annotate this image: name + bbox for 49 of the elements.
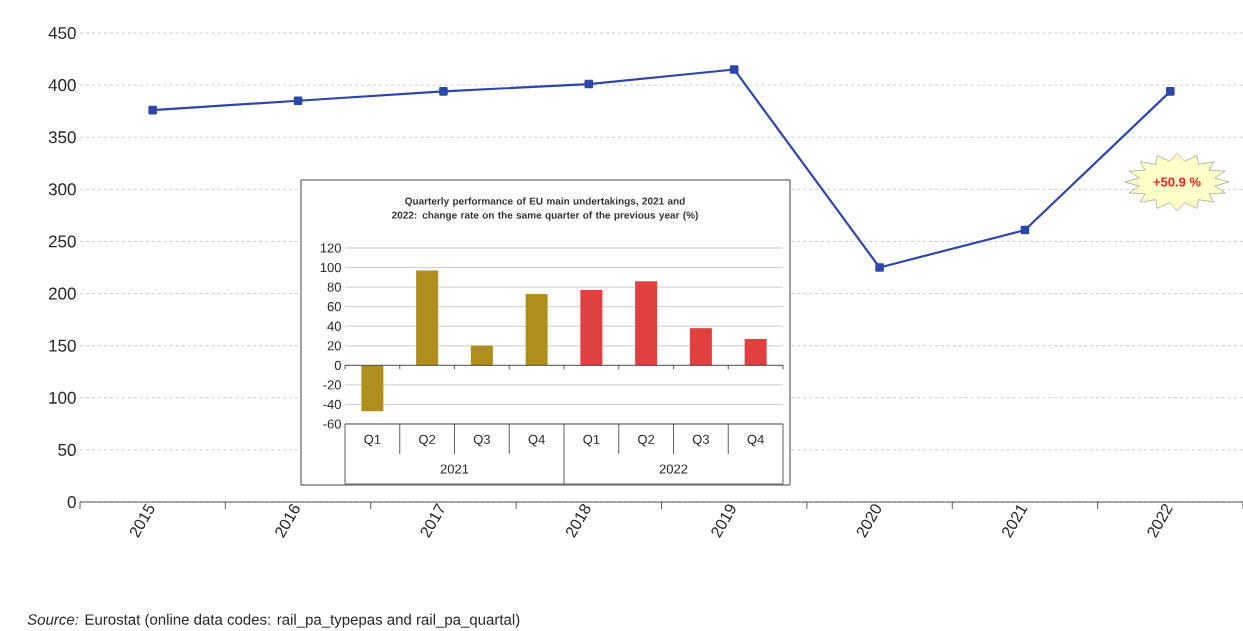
- bar: [635, 281, 658, 366]
- bar: [744, 338, 767, 366]
- y-tick-label: 150: [49, 339, 76, 352]
- y-tick-label: 0: [334, 360, 341, 370]
- x-tick-label: Q4: [747, 434, 764, 447]
- y-tick-label: 300: [48, 183, 76, 196]
- y-tick-label: -40: [323, 399, 341, 410]
- point: [729, 65, 739, 74]
- text: Source: Eurostat (online data codes: rail_pa_typepas and rail_pa_quartal): [27, 613, 520, 628]
- y-tick-label: 60: [327, 302, 341, 312]
- y-tick-label: 100: [49, 391, 76, 404]
- bar: [689, 328, 712, 366]
- annotation: 2021: [440, 464, 469, 474]
- bar: [416, 270, 439, 366]
- bar: [361, 365, 384, 412]
- y-tick-label: 450: [48, 26, 76, 40]
- x-tick-label: Q1: [364, 434, 381, 447]
- point: [148, 105, 157, 115]
- x-tick-label: Q1: [583, 434, 600, 447]
- y-tick-label: -60: [323, 419, 341, 429]
- x-tick-label: Q4: [528, 434, 545, 447]
- y-tick-label: 400: [48, 79, 76, 92]
- point: [1166, 87, 1175, 96]
- y-tick-label: 50: [58, 443, 76, 456]
- y-tick-label: 350: [48, 131, 76, 144]
- y-tick-label: 0: [67, 495, 76, 509]
- x-tick-label: Q3: [692, 434, 709, 447]
- y-tick-label: -20: [323, 380, 341, 390]
- y-tick-label: 120: [320, 243, 341, 253]
- y-tick-label: 20: [327, 341, 341, 351]
- y-tick-label: 80: [327, 282, 341, 292]
- bar: [580, 290, 603, 366]
- annotation: 2022: [659, 464, 688, 474]
- point: [439, 87, 448, 96]
- point: [293, 96, 303, 106]
- point: [584, 79, 594, 89]
- bar: [470, 345, 493, 366]
- y-tick-label: 250: [48, 235, 76, 248]
- y-tick-label: 100: [320, 262, 341, 273]
- x-tick-label: Q2: [638, 434, 655, 447]
- point: [875, 263, 884, 272]
- bar: [525, 293, 548, 366]
- annotation: +50.9 %: [1153, 177, 1201, 187]
- x-tick-label: Q2: [419, 434, 436, 447]
- point: [1020, 225, 1030, 235]
- x-tick-label: Q3: [473, 434, 490, 447]
- chart-title: Quarterly performance of EU main undertakings, 2021 and 2022: change rate on the same quarter of the previous year (%): [391, 197, 698, 221]
- y-tick-label: 200: [48, 287, 76, 300]
- y-tick-label: 40: [327, 321, 341, 331]
